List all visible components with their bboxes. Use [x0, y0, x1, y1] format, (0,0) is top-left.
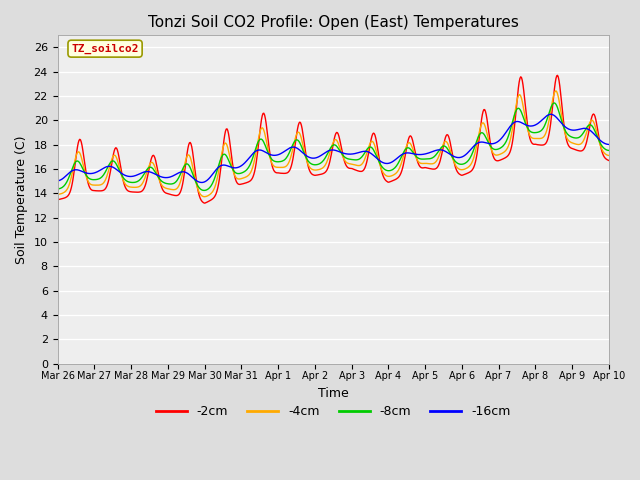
-2cm — [120, 181, 128, 187]
-8cm — [200, 188, 208, 193]
-2cm — [605, 157, 612, 163]
-16cm — [206, 174, 214, 180]
-4cm — [54, 192, 61, 197]
-8cm — [54, 186, 61, 192]
-2cm — [401, 154, 409, 160]
Line: -16cm: -16cm — [58, 114, 609, 182]
-16cm — [605, 142, 612, 147]
-8cm — [550, 100, 558, 106]
-8cm — [417, 156, 425, 162]
Line: -2cm: -2cm — [58, 75, 609, 203]
-4cm — [63, 186, 71, 192]
-4cm — [552, 88, 560, 94]
-16cm — [54, 178, 61, 184]
-4cm — [417, 160, 425, 166]
Y-axis label: Soil Temperature (C): Soil Temperature (C) — [15, 135, 28, 264]
Title: Tonzi Soil CO2 Profile: Open (East) Temperatures: Tonzi Soil CO2 Profile: Open (East) Temp… — [148, 15, 518, 30]
-8cm — [206, 184, 214, 190]
-16cm — [547, 111, 554, 117]
-2cm — [201, 200, 209, 206]
-4cm — [177, 180, 184, 185]
-8cm — [120, 176, 128, 182]
-4cm — [401, 148, 409, 154]
-16cm — [198, 180, 205, 185]
-4cm — [206, 192, 214, 197]
-2cm — [417, 165, 425, 170]
-16cm — [120, 172, 128, 178]
-8cm — [63, 178, 71, 183]
-4cm — [120, 180, 128, 185]
-8cm — [605, 147, 612, 153]
-16cm — [401, 150, 409, 156]
-16cm — [63, 171, 71, 177]
-4cm — [605, 153, 612, 158]
-16cm — [177, 169, 184, 175]
Legend: -2cm, -4cm, -8cm, -16cm: -2cm, -4cm, -8cm, -16cm — [150, 400, 516, 423]
Line: -8cm: -8cm — [58, 103, 609, 191]
Line: -4cm: -4cm — [58, 91, 609, 197]
-2cm — [177, 190, 184, 195]
-16cm — [417, 152, 425, 157]
-4cm — [201, 194, 209, 200]
X-axis label: Time: Time — [318, 387, 349, 400]
-2cm — [54, 197, 61, 203]
Text: TZ_soilco2: TZ_soilco2 — [71, 44, 139, 54]
-8cm — [401, 147, 409, 153]
-8cm — [177, 172, 184, 178]
-2cm — [554, 72, 561, 78]
-2cm — [206, 198, 214, 204]
-2cm — [63, 193, 71, 199]
